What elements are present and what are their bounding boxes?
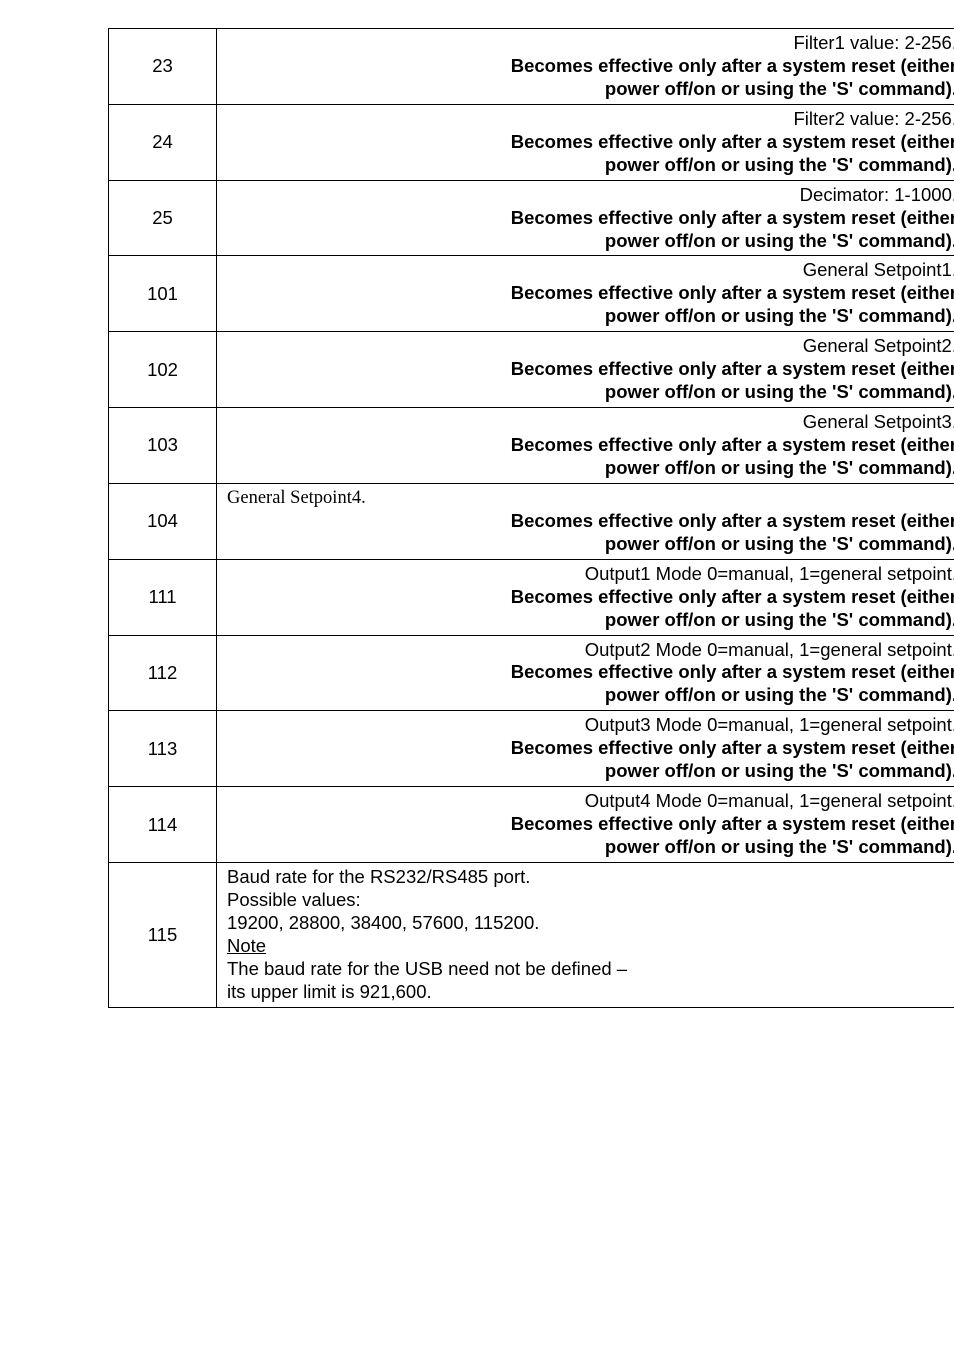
param-description: Output2 Mode 0=manual, 1=general setpoin… <box>217 635 954 711</box>
param-description-line: Output2 Mode 0=manual, 1=general setpoin… <box>227 639 954 662</box>
param-number: 24 <box>109 104 217 180</box>
param-description-line: Becomes effective only after a system re… <box>227 586 954 609</box>
param-description-line: Output3 Mode 0=manual, 1=general setpoin… <box>227 714 954 737</box>
param-description-line: Becomes effective only after a system re… <box>227 207 954 230</box>
param-description: Filter1 value: 2-256.Becomes effective o… <box>217 29 954 105</box>
param-description-line: power off/on or using the 'S' command). <box>227 154 954 177</box>
param-description-line: power off/on or using the 'S' command). <box>227 78 954 101</box>
param-description-line: Note <box>227 935 954 958</box>
param-number: 104 <box>109 483 217 559</box>
param-description-line: power off/on or using the 'S' command). <box>227 836 954 859</box>
param-description-line: General Setpoint1. <box>227 259 954 282</box>
param-description-line: Becomes effective only after a system re… <box>227 510 954 533</box>
param-description-line: Decimator: 1-1000. <box>227 184 954 207</box>
param-description-line: Becomes effective only after a system re… <box>227 661 954 684</box>
param-description-line: General Setpoint2. <box>227 335 954 358</box>
param-description: General Setpoint1.Becomes effective only… <box>217 256 954 332</box>
param-description-line: power off/on or using the 'S' command). <box>227 381 954 404</box>
param-number: 103 <box>109 408 217 484</box>
param-description: Output4 Mode 0=manual, 1=general setpoin… <box>217 787 954 863</box>
param-description-line: Filter2 value: 2-256. <box>227 108 954 131</box>
param-number: 102 <box>109 332 217 408</box>
param-description-line: its upper limit is 921,600. <box>227 981 954 1004</box>
param-description-line: power off/on or using the 'S' command). <box>227 533 954 556</box>
param-number: 113 <box>109 711 217 787</box>
table-row: 112 Output2 Mode 0=manual, 1=general setp… <box>109 635 954 711</box>
param-description-line: Becomes effective only after a system re… <box>227 737 954 760</box>
table-row: 23Filter1 value: 2-256.Becomes effective… <box>109 29 954 105</box>
param-description-line: Baud rate for the RS232/RS485 port. <box>227 866 954 889</box>
table-row: 25Decimator: 1-1000.Becomes effective on… <box>109 180 954 256</box>
param-description-line: Becomes effective only after a system re… <box>227 131 954 154</box>
table-row: 113 Output3 Mode 0=manual, 1=general setp… <box>109 711 954 787</box>
param-description: Decimator: 1-1000.Becomes effective only… <box>217 180 954 256</box>
table-row: 102General Setpoint2.Becomes effective o… <box>109 332 954 408</box>
param-description-line: Output4 Mode 0=manual, 1=general setpoin… <box>227 790 954 813</box>
param-description: General Setpoint2.Becomes effective only… <box>217 332 954 408</box>
param-description: Output3 Mode 0=manual, 1=general setpoin… <box>217 711 954 787</box>
param-number: 23 <box>109 29 217 105</box>
param-description-line: power off/on or using the 'S' command). <box>227 230 954 253</box>
param-description: General Setpoint4.Becomes effective only… <box>217 483 954 559</box>
param-description-line: General Setpoint4. <box>227 487 954 510</box>
param-number: 25 <box>109 180 217 256</box>
param-description-line: power off/on or using the 'S' command). <box>227 760 954 783</box>
param-description: General Setpoint3.Becomes effective only… <box>217 408 954 484</box>
table-row: 24Filter2 value: 2-256.Becomes effective… <box>109 104 954 180</box>
param-description-line: General Setpoint3. <box>227 411 954 434</box>
param-description-line: Becomes effective only after a system re… <box>227 282 954 305</box>
table-row: 104General Setpoint4.Becomes effective o… <box>109 483 954 559</box>
table-row: 115Baud rate for the RS232/RS485 port.Po… <box>109 862 954 1007</box>
param-description-line: Becomes effective only after a system re… <box>227 55 954 78</box>
param-description-line: 19200, 28800, 38400, 57600, 115200. <box>227 912 954 935</box>
param-description-line: The baud rate for the USB need not be de… <box>227 958 954 981</box>
param-description-line: Becomes effective only after a system re… <box>227 358 954 381</box>
table-row: 111 Output1 Mode 0=manual, 1=general setp… <box>109 559 954 635</box>
param-number: 114 <box>109 787 217 863</box>
param-description-line: power off/on or using the 'S' command). <box>227 305 954 328</box>
param-description-line: Possible values: <box>227 889 954 912</box>
param-description-line: Filter1 value: 2-256. <box>227 32 954 55</box>
parameter-table: 23Filter1 value: 2-256.Becomes effective… <box>108 28 954 1008</box>
table-row: 101General Setpoint1.Becomes effective o… <box>109 256 954 332</box>
param-description: Baud rate for the RS232/RS485 port.Possi… <box>217 862 954 1007</box>
table-row: 114 Output4 Mode 0=manual, 1=general setp… <box>109 787 954 863</box>
param-number: 112 <box>109 635 217 711</box>
param-description-line: power off/on or using the 'S' command). <box>227 684 954 707</box>
param-number: 101 <box>109 256 217 332</box>
param-description: Filter2 value: 2-256.Becomes effective o… <box>217 104 954 180</box>
param-description-line: Becomes effective only after a system re… <box>227 434 954 457</box>
param-description: Output1 Mode 0=manual, 1=general setpoin… <box>217 559 954 635</box>
param-description-line: power off/on or using the 'S' command). <box>227 457 954 480</box>
param-number: 111 <box>109 559 217 635</box>
param-description-line: Becomes effective only after a system re… <box>227 813 954 836</box>
param-number: 115 <box>109 862 217 1007</box>
param-description-line: Output1 Mode 0=manual, 1=general setpoin… <box>227 563 954 586</box>
param-description-line: power off/on or using the 'S' command). <box>227 609 954 632</box>
table-row: 103General Setpoint3.Becomes effective o… <box>109 408 954 484</box>
